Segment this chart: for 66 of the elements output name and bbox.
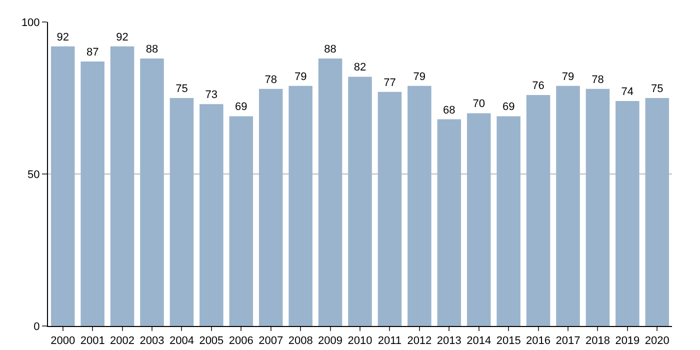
data-label: 75 — [176, 83, 188, 95]
y-tick-label: 50 — [28, 168, 40, 181]
data-label: 69 — [235, 101, 248, 114]
bar — [496, 116, 520, 326]
data-label: 79 — [294, 70, 307, 83]
x-tick-label: 2013 — [436, 335, 462, 348]
x-tick-label: 2019 — [615, 335, 640, 348]
x-tick-label: 2002 — [110, 335, 135, 348]
x-tick-label: 2003 — [140, 335, 164, 348]
x-tick-label: 2017 — [556, 335, 580, 348]
bar — [80, 62, 104, 326]
y-tick-label: 100 — [21, 16, 40, 29]
x-tick-label: 2020 — [644, 335, 670, 348]
x-tick-label: 2014 — [466, 335, 492, 348]
x-tick-label: 2009 — [318, 335, 343, 348]
bar — [200, 104, 224, 326]
bar — [437, 119, 462, 326]
data-label: 74 — [621, 86, 634, 98]
x-tick-label: 2001 — [80, 335, 105, 348]
x-tick-label: 2018 — [585, 335, 610, 348]
x-tick-label: 2000 — [50, 335, 76, 348]
x-tick-label: 2008 — [288, 335, 313, 348]
bar — [318, 58, 342, 326]
bar — [616, 101, 640, 326]
x-tick-label: 2012 — [407, 335, 432, 348]
bar — [586, 88, 610, 326]
data-label: 73 — [205, 89, 218, 102]
data-label: 79 — [562, 70, 574, 83]
data-label: 78 — [264, 74, 277, 86]
bar — [50, 46, 75, 326]
data-label: 69 — [502, 101, 515, 114]
x-tick-label: 2006 — [228, 335, 254, 348]
x-tick-label: 2005 — [199, 335, 224, 348]
data-label: 87 — [86, 46, 99, 59]
data-label: 88 — [324, 43, 336, 56]
bar — [556, 86, 580, 326]
x-tick-label: 2016 — [526, 335, 551, 348]
data-label: 78 — [592, 74, 604, 86]
data-label: 92 — [116, 31, 128, 44]
x-tick-label: 2010 — [348, 335, 372, 348]
bar — [110, 46, 134, 326]
bar — [526, 94, 550, 326]
bar — [645, 98, 670, 326]
data-label: 77 — [384, 76, 396, 89]
data-label: 76 — [532, 80, 544, 92]
bar — [258, 88, 283, 326]
x-tick-label: 2007 — [258, 335, 284, 348]
bar — [378, 92, 402, 326]
bar — [170, 98, 194, 326]
data-label: 75 — [651, 83, 664, 95]
x-tick-label: 2011 — [378, 335, 402, 348]
data-label: 82 — [354, 62, 366, 74]
data-label: 79 — [413, 70, 426, 83]
bar — [140, 58, 164, 326]
bar — [466, 113, 491, 326]
x-tick-label: 2015 — [496, 335, 521, 348]
data-label: 92 — [56, 31, 69, 44]
x-tick-label: 2004 — [169, 335, 194, 348]
data-label: 68 — [443, 104, 456, 116]
bar — [288, 86, 312, 326]
bar — [348, 76, 372, 326]
data-label: 88 — [146, 43, 158, 56]
data-label: 70 — [472, 98, 485, 110]
y-tick-label: 0 — [34, 320, 40, 333]
bar — [229, 116, 254, 326]
bar — [408, 86, 432, 326]
